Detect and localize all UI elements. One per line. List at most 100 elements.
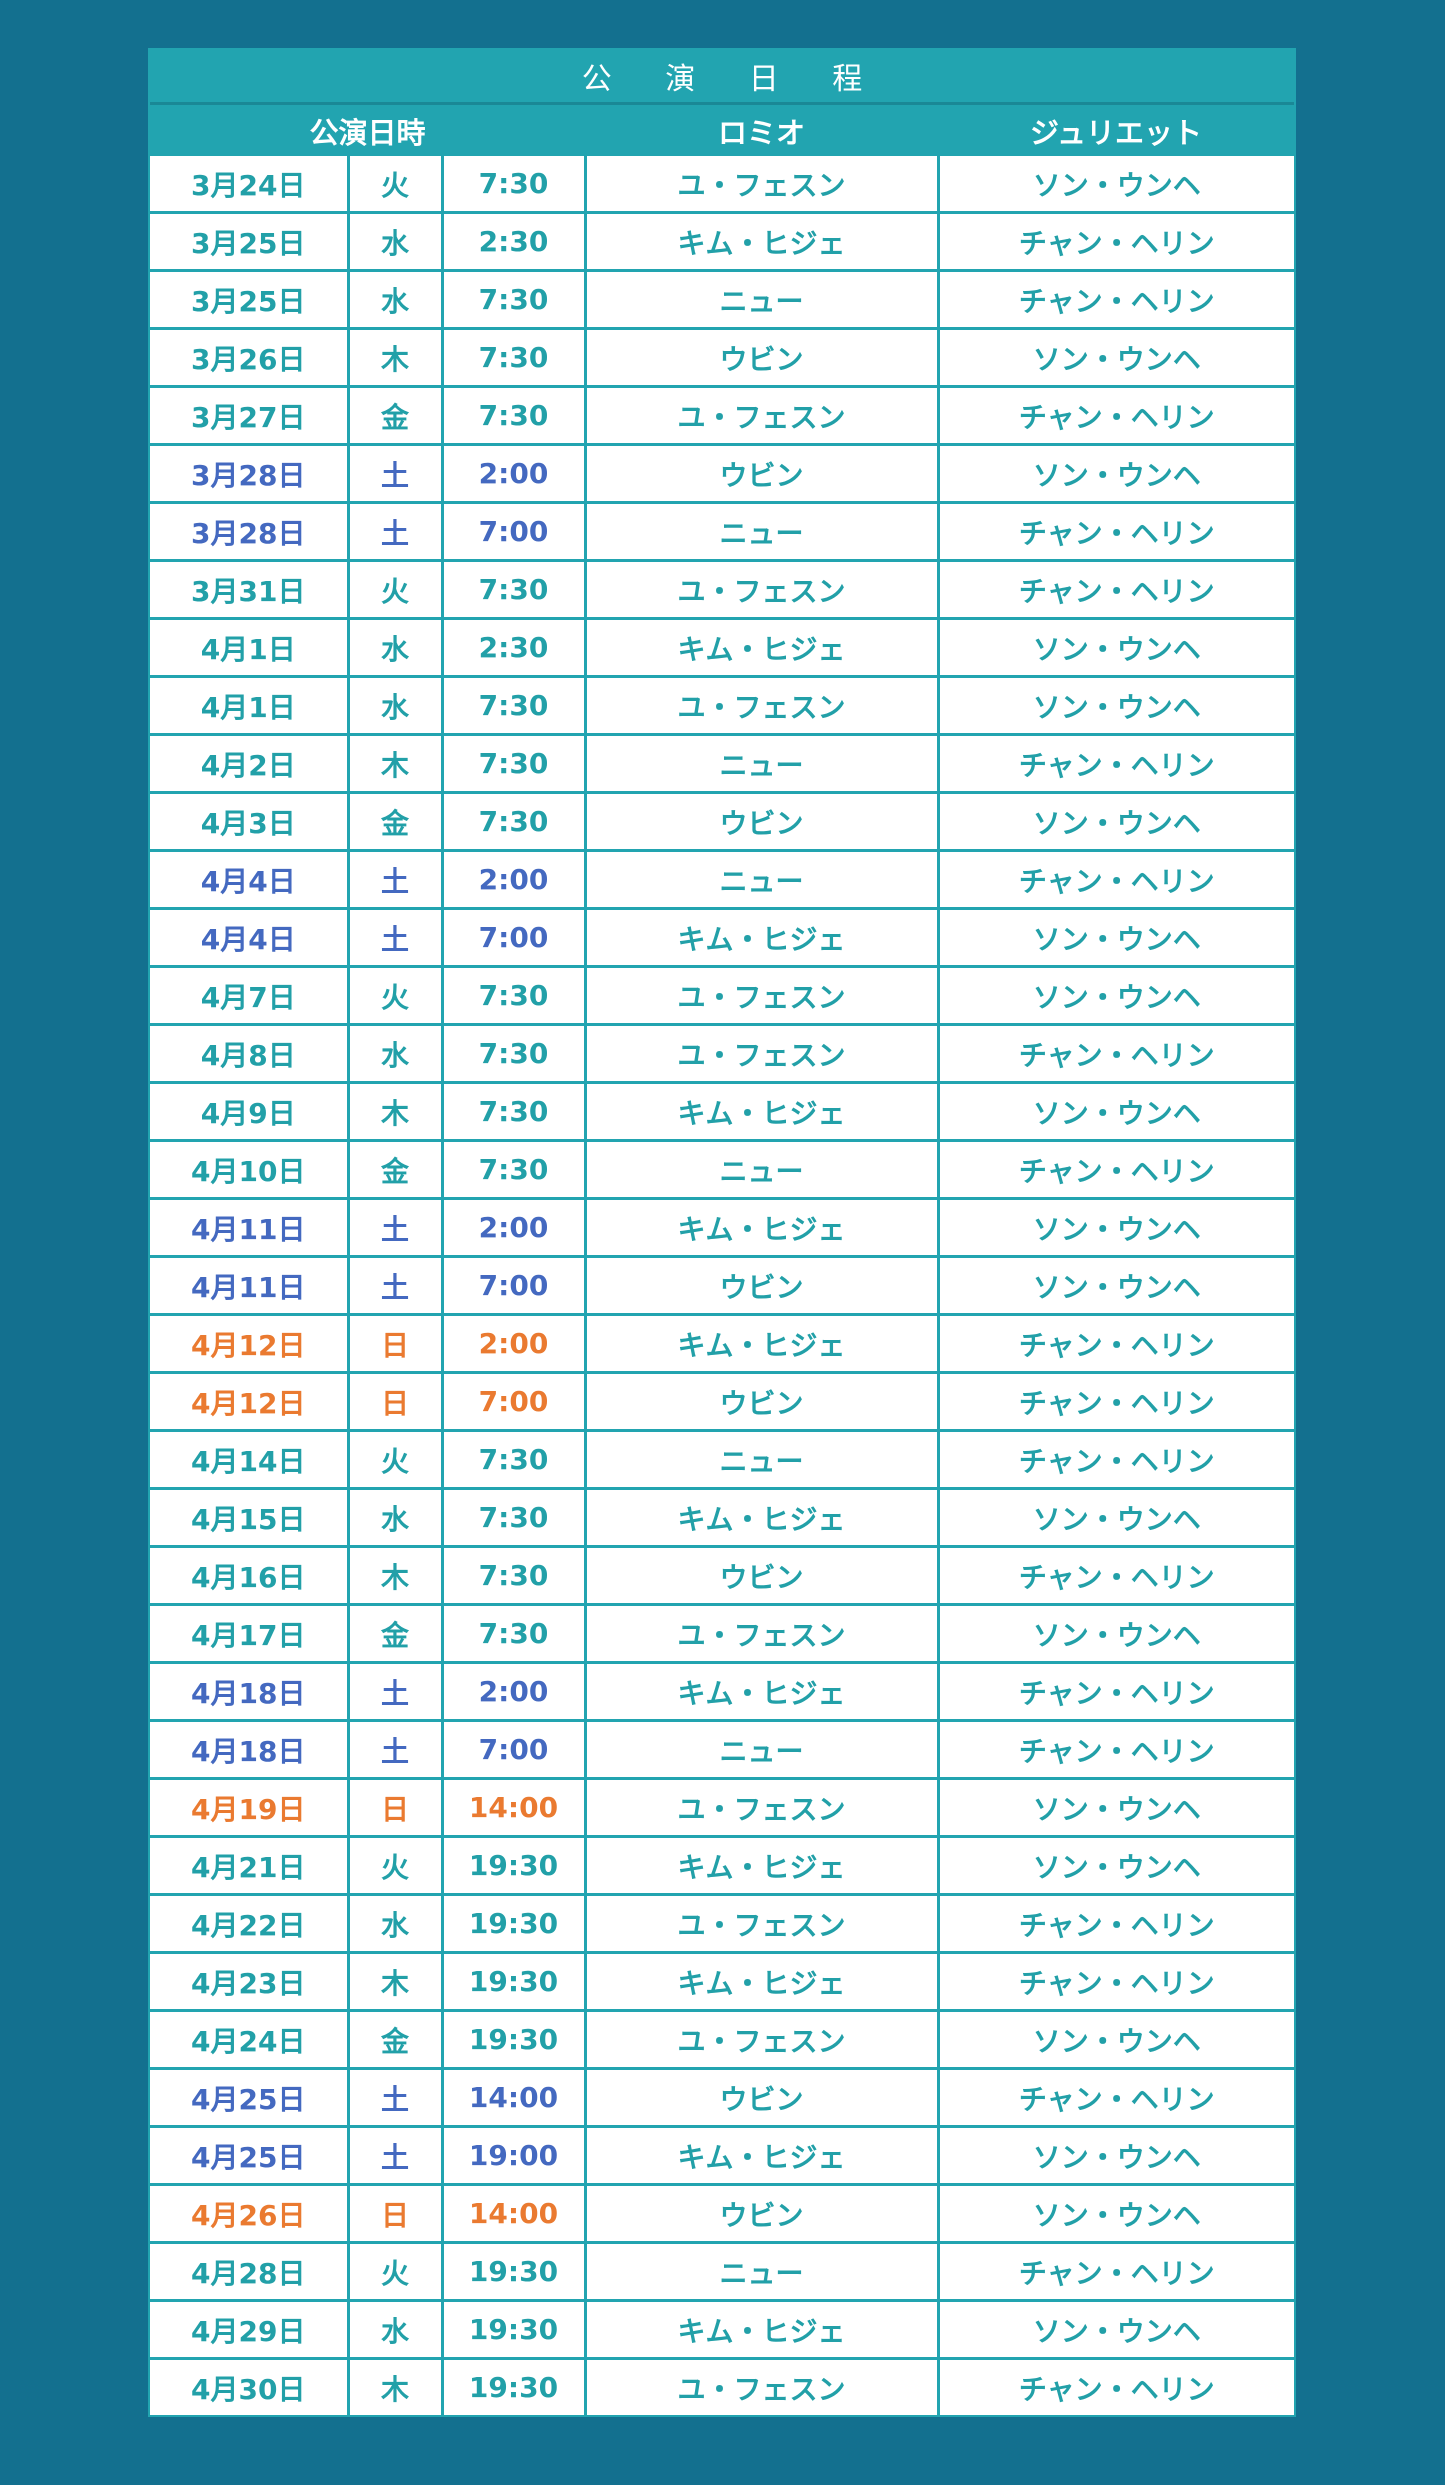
table-row: 4月8日水 7:30 ユ・フェスン チャン・ヘリン — [150, 1023, 1294, 1084]
cell-time: 19:30 — [440, 1893, 587, 1954]
cell-date: 4月25日 — [150, 2125, 350, 2186]
cell-time: 7:00 — [440, 1719, 587, 1780]
cell-juliet: ソン・ウンヘ — [936, 1835, 1294, 1896]
cell-romeo: ウビン — [583, 327, 940, 388]
table-row: 4月12日日 7:00 ウビン チャン・ヘリン — [150, 1371, 1294, 1432]
cell-time: 19:30 — [440, 2299, 587, 2360]
cell-juliet: ソン・ウンヘ — [936, 1603, 1294, 1664]
cell-romeo: キム・ヒジェ — [583, 1487, 940, 1548]
cell-juliet: ソン・ウンヘ — [936, 2183, 1294, 2244]
cell-juliet: チャン・ヘリン — [936, 1661, 1294, 1722]
cell-juliet: チャン・ヘリン — [936, 1313, 1294, 1374]
schedule-title: 公 演 日 程 — [150, 50, 1294, 105]
table-row: 4月1日水 2:30 キム・ヒジェ ソン・ウンヘ — [150, 617, 1294, 678]
cell-romeo: ユ・フェスン — [583, 1893, 940, 1954]
table-row: 4月29日水 19:30 キム・ヒジェ ソン・ウンヘ — [150, 2299, 1294, 2360]
header-romeo: ロミオ — [717, 115, 805, 150]
cell-date: 4月9日 — [150, 1081, 350, 1142]
cell-day: 土 — [346, 2067, 444, 2128]
cell-time: 7:30 — [440, 1429, 587, 1490]
cell-juliet: チャン・ヘリン — [936, 211, 1294, 272]
cell-date: 4月7日 — [150, 965, 350, 1026]
cell-romeo: ニュー — [583, 1719, 940, 1780]
cell-day: 水 — [346, 617, 444, 678]
cell-romeo: キム・ヒジェ — [583, 1661, 940, 1722]
cell-day: 木 — [346, 733, 444, 794]
table-row: 4月30日木 19:30 ユ・フェスン チャン・ヘリン — [150, 2357, 1294, 2415]
cell-time: 7:30 — [440, 385, 587, 446]
cell-day: 土 — [346, 1719, 444, 1780]
cell-date: 3月31日 — [150, 559, 350, 620]
cell-time: 2:30 — [440, 211, 587, 272]
cell-date: 4月22日 — [150, 1893, 350, 1954]
table-row: 4月18日土 2:00 キム・ヒジェ チャン・ヘリン — [150, 1661, 1294, 1722]
cell-time: 7:00 — [440, 907, 587, 968]
cell-date: 4月24日 — [150, 2009, 350, 2070]
cell-juliet: ソン・ウンヘ — [936, 1197, 1294, 1258]
cell-time: 2:00 — [440, 1661, 587, 1722]
cell-romeo: ウビン — [583, 2067, 940, 2128]
table-row: 4月25日土 19:00 キム・ヒジェ ソン・ウンヘ — [150, 2125, 1294, 2186]
cell-day: 火 — [346, 559, 444, 620]
schedule-body: 3月24日火 7:30 ユ・フェスン ソン・ウンヘ 3月25日水 2:30 キム・ヒジェ チャ… — [150, 156, 1294, 2415]
cell-juliet: ソン・ウンヘ — [936, 2125, 1294, 2186]
cell-time: 14:00 — [440, 1777, 587, 1838]
table-row: 3月25日水 2:30 キム・ヒジェ チャン・ヘリン — [150, 211, 1294, 272]
table-row: 4月23日木 19:30 キム・ヒジェ チャン・ヘリン — [150, 1951, 1294, 2012]
cell-juliet: ソン・ウンヘ — [936, 617, 1294, 678]
cell-juliet: ソン・ウンヘ — [936, 1081, 1294, 1142]
cell-time: 2:00 — [440, 1197, 587, 1258]
cell-juliet: チャン・ヘリン — [936, 501, 1294, 562]
table-row: 4月24日金 19:30 ユ・フェスン ソン・ウンヘ — [150, 2009, 1294, 2070]
cell-juliet: ソン・ウンヘ — [936, 1255, 1294, 1316]
cell-time: 7:30 — [440, 559, 587, 620]
cell-day: 火 — [346, 2241, 444, 2302]
cell-date: 4月4日 — [150, 907, 350, 968]
cell-date: 3月27日 — [150, 385, 350, 446]
table-row: 3月28日土 2:00 ウビン ソン・ウンヘ — [150, 443, 1294, 504]
cell-time: 2:30 — [440, 617, 587, 678]
cell-date: 4月23日 — [150, 1951, 350, 2012]
table-row: 4月4日土 7:00 キム・ヒジェ ソン・ウンヘ — [150, 907, 1294, 968]
cell-time: 19:00 — [440, 2125, 587, 2186]
table-row: 3月24日火 7:30 ユ・フェスン ソン・ウンヘ — [150, 156, 1294, 214]
cell-date: 4月18日 — [150, 1661, 350, 1722]
cell-romeo: ウビン — [583, 1545, 940, 1606]
cell-time: 7:00 — [440, 1371, 587, 1432]
cell-time: 2:00 — [440, 849, 587, 910]
cell-time: 7:30 — [440, 1023, 587, 1084]
cell-juliet: チャン・ヘリン — [936, 733, 1294, 794]
cell-day: 土 — [346, 1197, 444, 1258]
cell-date: 4月29日 — [150, 2299, 350, 2360]
cell-day: 土 — [346, 501, 444, 562]
cell-time: 7:30 — [440, 156, 587, 214]
cell-juliet: ソン・ウンヘ — [936, 791, 1294, 852]
cell-date: 4月1日 — [150, 675, 350, 736]
table-row: 3月25日水 7:30 ニュー チャン・ヘリン — [150, 269, 1294, 330]
cell-juliet: チャン・ヘリン — [936, 1023, 1294, 1084]
table-row: 4月15日水 7:30 キム・ヒジェ ソン・ウンヘ — [150, 1487, 1294, 1548]
cell-day: 木 — [346, 1081, 444, 1142]
cell-date: 3月25日 — [150, 211, 350, 272]
cell-day: 金 — [346, 385, 444, 446]
table-row: 4月9日木 7:30 キム・ヒジェ ソン・ウンヘ — [150, 1081, 1294, 1142]
cell-date: 4月28日 — [150, 2241, 350, 2302]
table-row: 4月25日土 14:00 ウビン チャン・ヘリン — [150, 2067, 1294, 2128]
cell-day: 水 — [346, 1023, 444, 1084]
cell-date: 4月11日 — [150, 1197, 350, 1258]
cell-time: 7:30 — [440, 269, 587, 330]
cell-juliet: ソン・ウンヘ — [936, 327, 1294, 388]
cell-time: 7:30 — [440, 327, 587, 388]
cell-time: 7:30 — [440, 791, 587, 852]
cell-date: 4月4日 — [150, 849, 350, 910]
table-row: 4月11日土 2:00 キム・ヒジェ ソン・ウンヘ — [150, 1197, 1294, 1258]
cell-juliet: ソン・ウンヘ — [936, 2009, 1294, 2070]
cell-time: 7:30 — [440, 1139, 587, 1200]
cell-romeo: ニュー — [583, 849, 940, 910]
table-row: 3月26日木 7:30 ウビン ソン・ウンヘ — [150, 327, 1294, 388]
cell-date: 4月14日 — [150, 1429, 350, 1490]
cell-day: 金 — [346, 1139, 444, 1200]
header-juliet: ジュリエット — [1030, 115, 1202, 150]
cell-romeo: ウビン — [583, 1255, 940, 1316]
cell-date: 3月25日 — [150, 269, 350, 330]
